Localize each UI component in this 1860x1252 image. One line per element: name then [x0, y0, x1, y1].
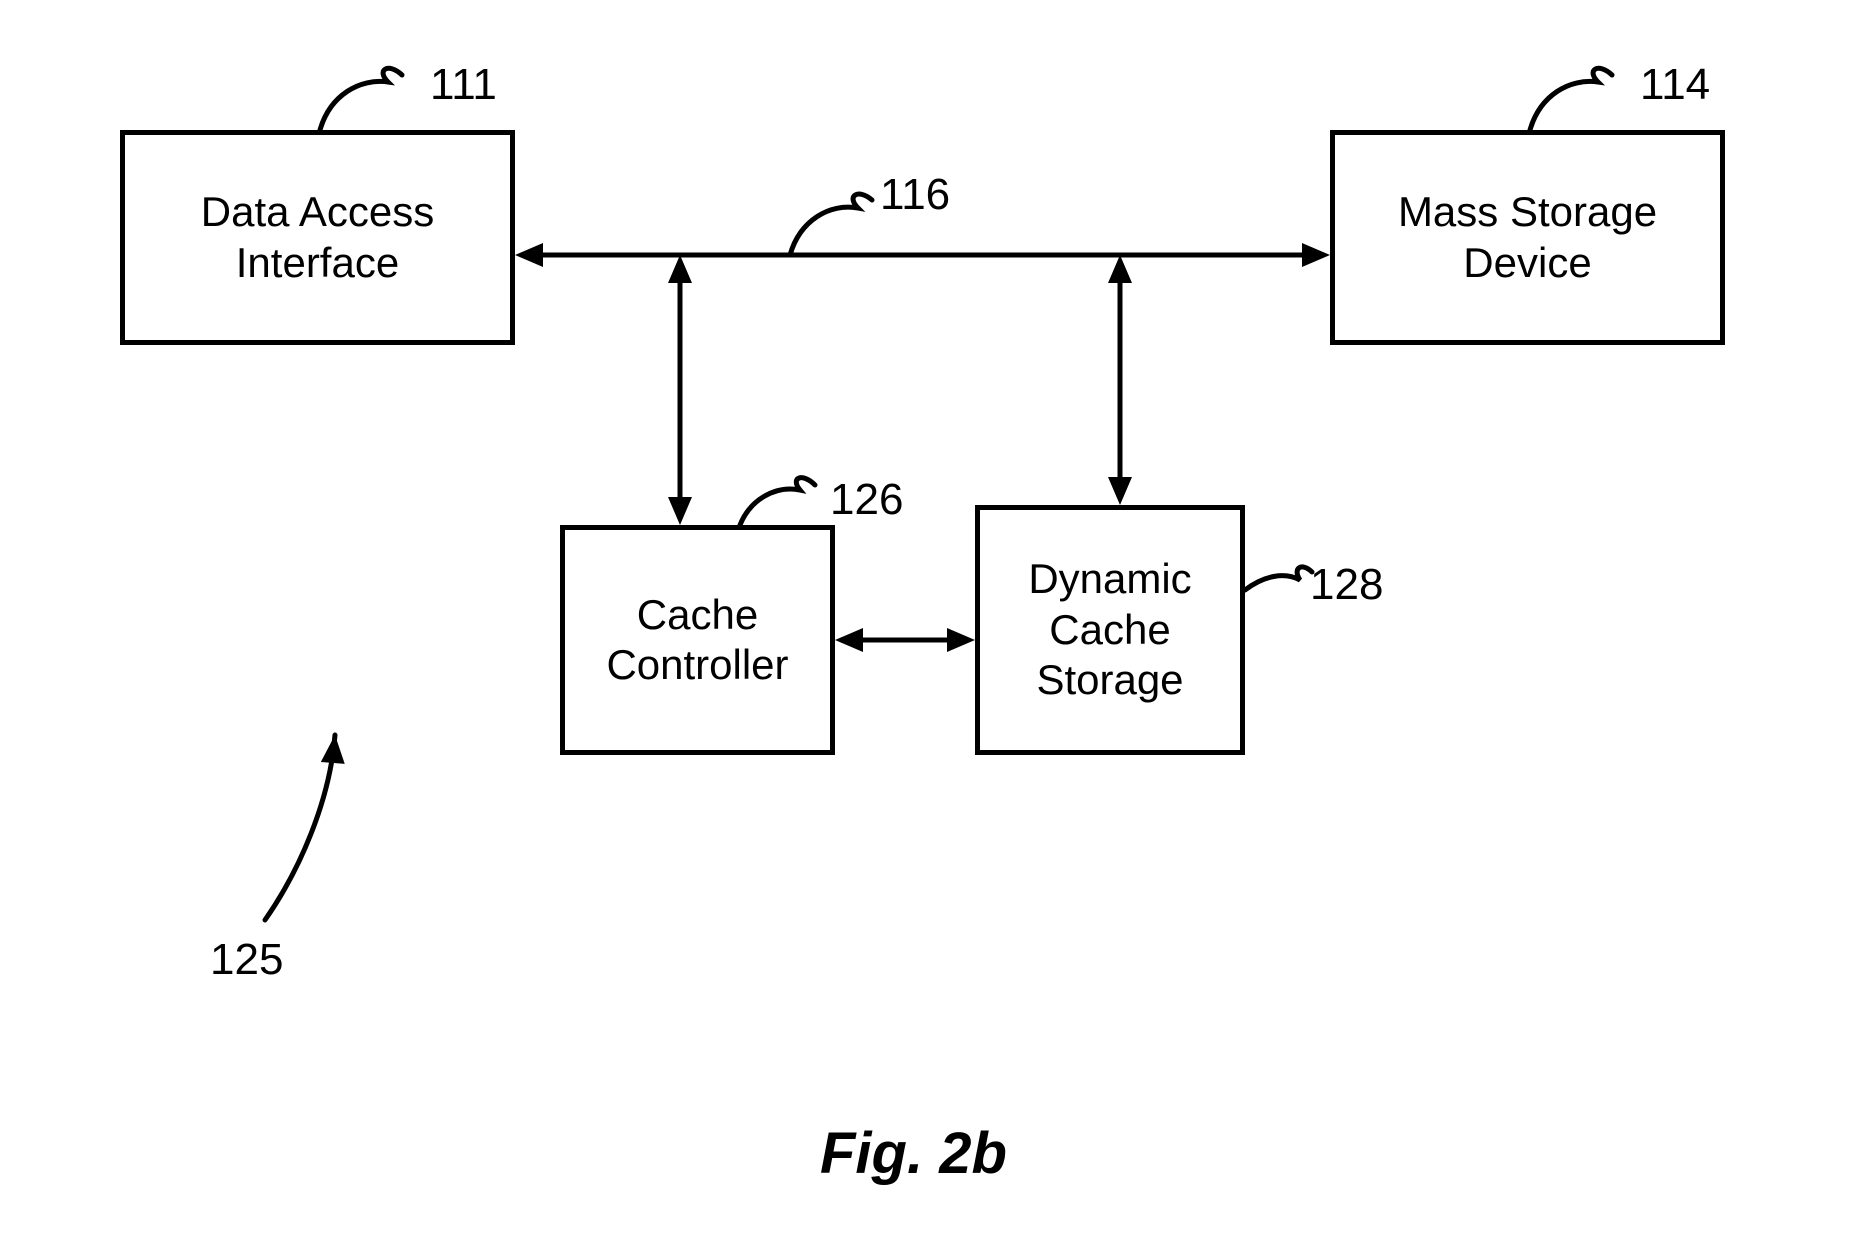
- diagram-stage: Data AccessInterface Mass StorageDevice …: [0, 0, 1860, 1252]
- box-label: CacheController: [606, 590, 788, 691]
- box-data-access-interface: Data AccessInterface: [120, 130, 515, 345]
- box-label: Data AccessInterface: [201, 187, 434, 288]
- ref-num-116: 116: [880, 170, 950, 220]
- ref-num-114: 114: [1640, 60, 1710, 110]
- ref-num-125: 125: [210, 935, 283, 985]
- figure-caption: Fig. 2b: [820, 1120, 1007, 1187]
- box-cache-controller: CacheController: [560, 525, 835, 755]
- box-mass-storage-device: Mass StorageDevice: [1330, 130, 1725, 345]
- ref-num-128: 128: [1310, 560, 1383, 610]
- ref-num-111: 111: [430, 60, 497, 110]
- ref-num-126: 126: [830, 475, 903, 525]
- box-dynamic-cache-storage: DynamicCacheStorage: [975, 505, 1245, 755]
- box-label: DynamicCacheStorage: [1028, 554, 1191, 705]
- box-label: Mass StorageDevice: [1398, 187, 1657, 288]
